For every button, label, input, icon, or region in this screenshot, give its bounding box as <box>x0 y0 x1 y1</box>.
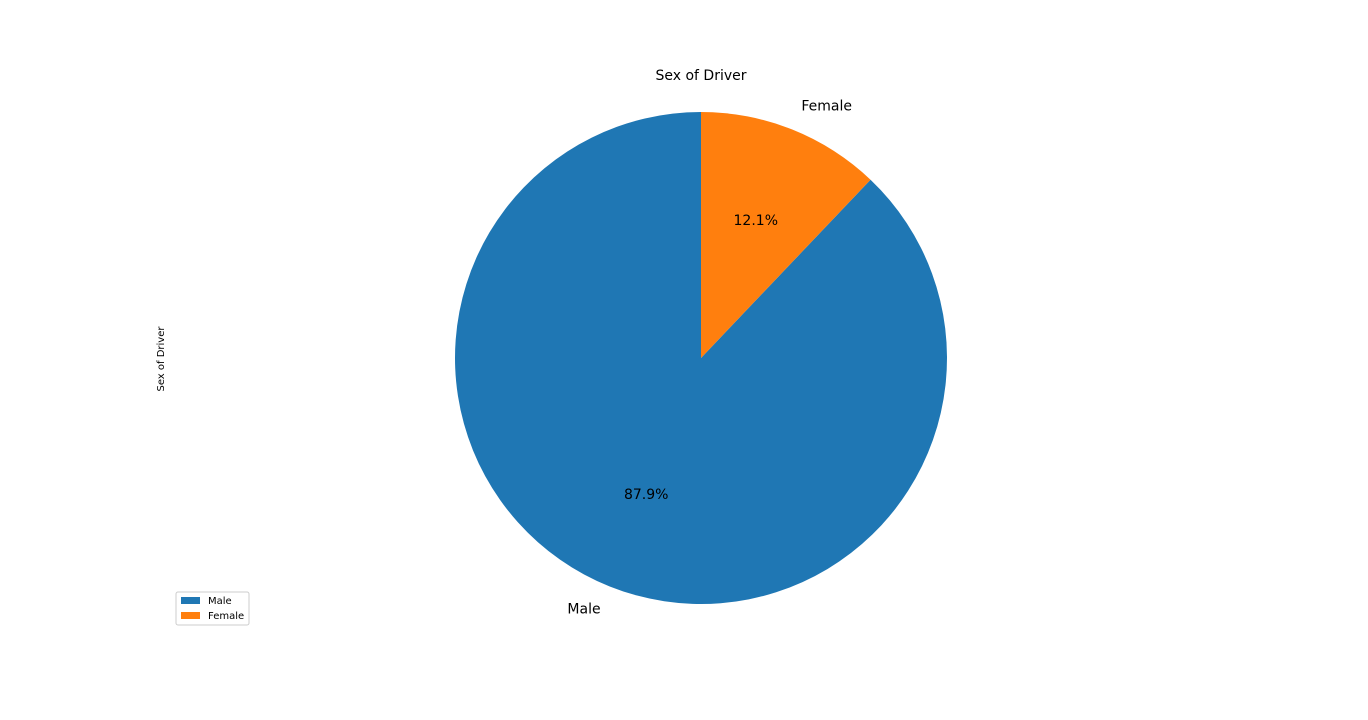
pie-slice-male <box>454 112 947 604</box>
slice-label-male: Male <box>567 601 600 617</box>
legend-label-female: Female <box>208 611 244 622</box>
pie-slice-female <box>701 112 871 358</box>
legend: Male Female <box>175 591 250 626</box>
chart-title: Sex of Driver <box>655 68 746 84</box>
legend-swatch-male <box>181 597 200 604</box>
pie-labels: Male 87.9% Female 12.1% <box>567 99 852 618</box>
percent-label-male: 87.9% <box>624 487 668 503</box>
legend-swatch-female <box>181 612 200 619</box>
pie-slices <box>454 112 947 604</box>
y-axis-label: Sex of Driver <box>156 326 167 392</box>
legend-label-male: Male <box>208 596 232 607</box>
slice-label-female: Female <box>801 99 852 115</box>
percent-label-female: 12.1% <box>734 213 778 229</box>
